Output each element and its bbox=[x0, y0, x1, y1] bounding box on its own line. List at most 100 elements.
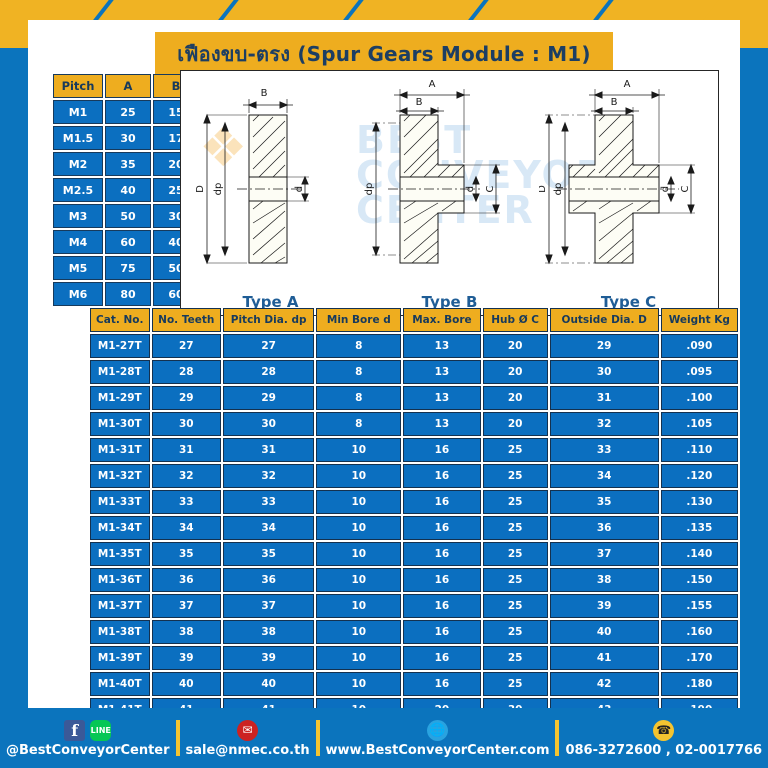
pitch-cell: 80 bbox=[105, 282, 151, 306]
spec-cell: M1-35T bbox=[90, 542, 150, 566]
pitch-cell: M3 bbox=[53, 204, 103, 228]
spec-cell: 34 bbox=[549, 464, 659, 488]
content-page: เฟืองขบ-ตรง (Spur Gears Module : M1) Pit… bbox=[28, 20, 740, 722]
spec-cell: M1-37T bbox=[90, 594, 150, 618]
footer-group-website[interactable]: 🌐 www.BestConveyorCenter.com bbox=[326, 718, 550, 758]
spec-cell: 29 bbox=[222, 386, 315, 410]
spec-cell: 16 bbox=[403, 672, 481, 696]
spec-cell: 20 bbox=[482, 360, 548, 384]
table-row: M1-34T 34 34 10 16 25 36.135 bbox=[90, 516, 738, 540]
spec-cell: 40 bbox=[549, 620, 659, 644]
spec-cell: 40 bbox=[222, 672, 315, 696]
spec-header-5: Hub Ø C bbox=[482, 308, 548, 332]
pitch-table-row: M2.5 40 25 bbox=[53, 178, 199, 202]
pitch-cell: 50 bbox=[105, 204, 151, 228]
spec-cell: M1-27T bbox=[90, 334, 150, 358]
figure-type-b: A B dp d C Type B bbox=[360, 77, 539, 315]
table-row: M1-29T 29 29 8 13 20 31.100 bbox=[90, 386, 738, 410]
figure-label-type-a: Type A bbox=[242, 293, 299, 311]
pitch-table-row: M1.5 30 17 bbox=[53, 126, 199, 150]
spur-gear-spec-table: Cat. No. No. Teeth Pitch Dia. dp Min Bore d… bbox=[88, 306, 740, 724]
spec-cell: 10 bbox=[316, 490, 402, 514]
spec-cell: 38 bbox=[222, 620, 315, 644]
spec-cell: 16 bbox=[403, 516, 481, 540]
spec-cell: 16 bbox=[403, 594, 481, 618]
svg-text:D: D bbox=[195, 185, 206, 193]
footer-group-phone[interactable]: ☎ 086-3272600 , 02-0017766 bbox=[565, 718, 762, 758]
spec-cell: 25 bbox=[482, 490, 548, 514]
spec-cell: 10 bbox=[316, 438, 402, 462]
spec-cell: .130 bbox=[660, 490, 738, 514]
phone-icon[interactable]: ☎ bbox=[653, 719, 675, 741]
page-title: เฟืองขบ-ตรง (Spur Gears Module : M1) bbox=[155, 32, 613, 77]
spec-cell: 30 bbox=[222, 412, 315, 436]
line-icon[interactable]: LINE bbox=[90, 719, 112, 741]
facebook-icon[interactable]: f bbox=[64, 719, 86, 741]
spec-cell: .170 bbox=[660, 646, 738, 670]
pitch-table-row: M3 50 30 bbox=[53, 204, 199, 228]
spec-cell: 16 bbox=[403, 620, 481, 644]
spec-cell: 10 bbox=[316, 646, 402, 670]
figure-type-a: B D dp d Type A bbox=[181, 77, 360, 315]
spec-cell: 25 bbox=[482, 672, 548, 696]
table-row: M1-33T 33 33 10 16 25 35.130 bbox=[90, 490, 738, 514]
spec-cell: 10 bbox=[316, 672, 402, 696]
svg-text:C: C bbox=[680, 185, 691, 192]
spec-cell: 25 bbox=[482, 620, 548, 644]
spec-cell: .105 bbox=[660, 412, 738, 436]
svg-text:dp: dp bbox=[364, 183, 375, 196]
svg-text:dp: dp bbox=[213, 183, 224, 196]
spec-cell: 16 bbox=[403, 464, 481, 488]
pitch-cell: 40 bbox=[105, 178, 151, 202]
spec-header-3: Min Bore d bbox=[316, 308, 402, 332]
spec-cell: 25 bbox=[482, 594, 548, 618]
spec-cell: 8 bbox=[316, 412, 402, 436]
footer-group-social[interactable]: f LINE @BestConveyorCenter bbox=[6, 718, 170, 758]
pitch-cell: M1 bbox=[53, 100, 103, 124]
spec-cell: 40 bbox=[151, 672, 221, 696]
spec-cell: 31 bbox=[549, 386, 659, 410]
spec-cell: 25 bbox=[482, 516, 548, 540]
spec-cell: 39 bbox=[549, 594, 659, 618]
spec-cell: .110 bbox=[660, 438, 738, 462]
svg-text:A: A bbox=[624, 79, 631, 90]
contact-footer: f LINE @BestConveyorCenter ✉ sale@nmec.c… bbox=[0, 708, 768, 768]
globe-icon[interactable]: 🌐 bbox=[427, 719, 448, 741]
figure-type-c: A B D dp d C Type C bbox=[539, 77, 718, 315]
spec-cell: 33 bbox=[222, 490, 315, 514]
svg-text:A: A bbox=[429, 79, 436, 90]
spec-header-7: Weight Kg bbox=[660, 308, 738, 332]
svg-text:C: C bbox=[485, 185, 496, 192]
spec-table-header-row: Cat. No. No. Teeth Pitch Dia. dp Min Bore d… bbox=[90, 308, 738, 332]
pitch-cell: 35 bbox=[105, 152, 151, 176]
spec-cell: 34 bbox=[222, 516, 315, 540]
spec-cell: M1-31T bbox=[90, 438, 150, 462]
spec-cell: .135 bbox=[660, 516, 738, 540]
table-row: M1-27T 27 27 8 13 20 29.090 bbox=[90, 334, 738, 358]
spec-cell: M1-32T bbox=[90, 464, 150, 488]
figure-label-type-c: Type C bbox=[600, 293, 657, 311]
type-a-drawing: B D dp d bbox=[195, 88, 309, 265]
spec-cell: 29 bbox=[151, 386, 221, 410]
spec-cell: 25 bbox=[482, 438, 548, 462]
spec-cell: 41 bbox=[549, 646, 659, 670]
spec-cell: 37 bbox=[151, 594, 221, 618]
spec-cell: M1-39T bbox=[90, 646, 150, 670]
spec-cell: 29 bbox=[549, 334, 659, 358]
pitch-cell: 30 bbox=[105, 126, 151, 150]
spec-cell: 10 bbox=[316, 516, 402, 540]
page-title-wrap: เฟืองขบ-ตรง (Spur Gears Module : M1) bbox=[28, 32, 740, 77]
spec-cell: 25 bbox=[482, 542, 548, 566]
spec-cell: 38 bbox=[549, 568, 659, 592]
pitch-cell: 25 bbox=[105, 100, 151, 124]
email-icon[interactable]: ✉ bbox=[237, 719, 259, 741]
footer-group-email[interactable]: ✉ sale@nmec.co.th bbox=[185, 718, 310, 758]
figure-label-type-b: Type B bbox=[421, 293, 478, 311]
pitch-cell: 60 bbox=[105, 230, 151, 254]
spec-cell: 8 bbox=[316, 386, 402, 410]
spec-cell: 8 bbox=[316, 334, 402, 358]
spec-cell: 36 bbox=[151, 568, 221, 592]
table-row: M1-28T 28 28 8 13 20 30.095 bbox=[90, 360, 738, 384]
spec-cell: 37 bbox=[549, 542, 659, 566]
footer-divider-3 bbox=[555, 720, 560, 756]
